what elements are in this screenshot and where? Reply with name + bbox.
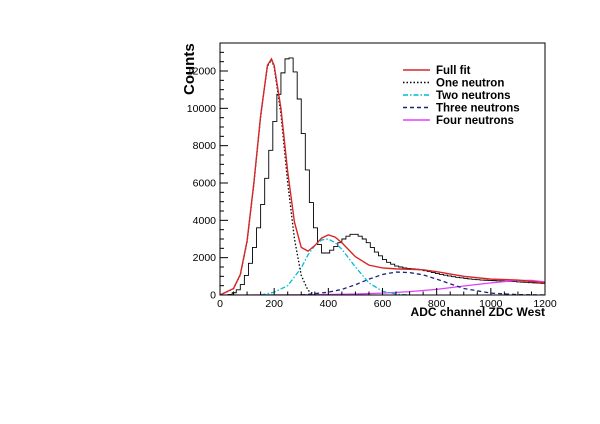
y-tick-label: 12000	[187, 66, 216, 78]
series-line-three-neutrons	[301, 271, 545, 295]
x-tick-label: 1000	[479, 298, 503, 310]
x-tick-label: 800	[428, 298, 446, 310]
series-line-full-fit	[220, 57, 545, 295]
x-tick-label: 0	[217, 298, 223, 310]
y-tick-label: 8000	[193, 140, 217, 152]
legend-label: One neutron	[436, 78, 504, 90]
y-tick-label: 6000	[193, 178, 217, 190]
x-axis-title: ADC channel ZDC West	[411, 305, 545, 319]
x-tick-label: 200	[265, 298, 283, 310]
series-line-two-neutrons	[260, 238, 410, 295]
y-axis-title: Counts	[181, 43, 198, 95]
legend-label: Full fit	[436, 65, 471, 77]
legend-label: Four neutrons	[436, 115, 514, 127]
legend-label: Two neutrons	[436, 90, 511, 102]
y-tick-label: 2000	[193, 252, 217, 264]
y-tick-label: 4000	[193, 215, 217, 227]
y-tick-label: 10000	[187, 103, 216, 115]
y-axis: 0 2000 4000 6000 8000 10000 12000	[187, 42, 228, 302]
x-axis: 0 200 400 600 800 1000 1200	[217, 288, 557, 310]
y-tick-label: 0	[210, 290, 216, 302]
x-tick-label: 600	[374, 298, 392, 310]
x-tick-label: 400	[320, 298, 338, 310]
legend-label: Three neutrons	[436, 103, 520, 115]
x-tick-label: 1200	[533, 298, 557, 310]
histogram-data	[220, 57, 545, 295]
